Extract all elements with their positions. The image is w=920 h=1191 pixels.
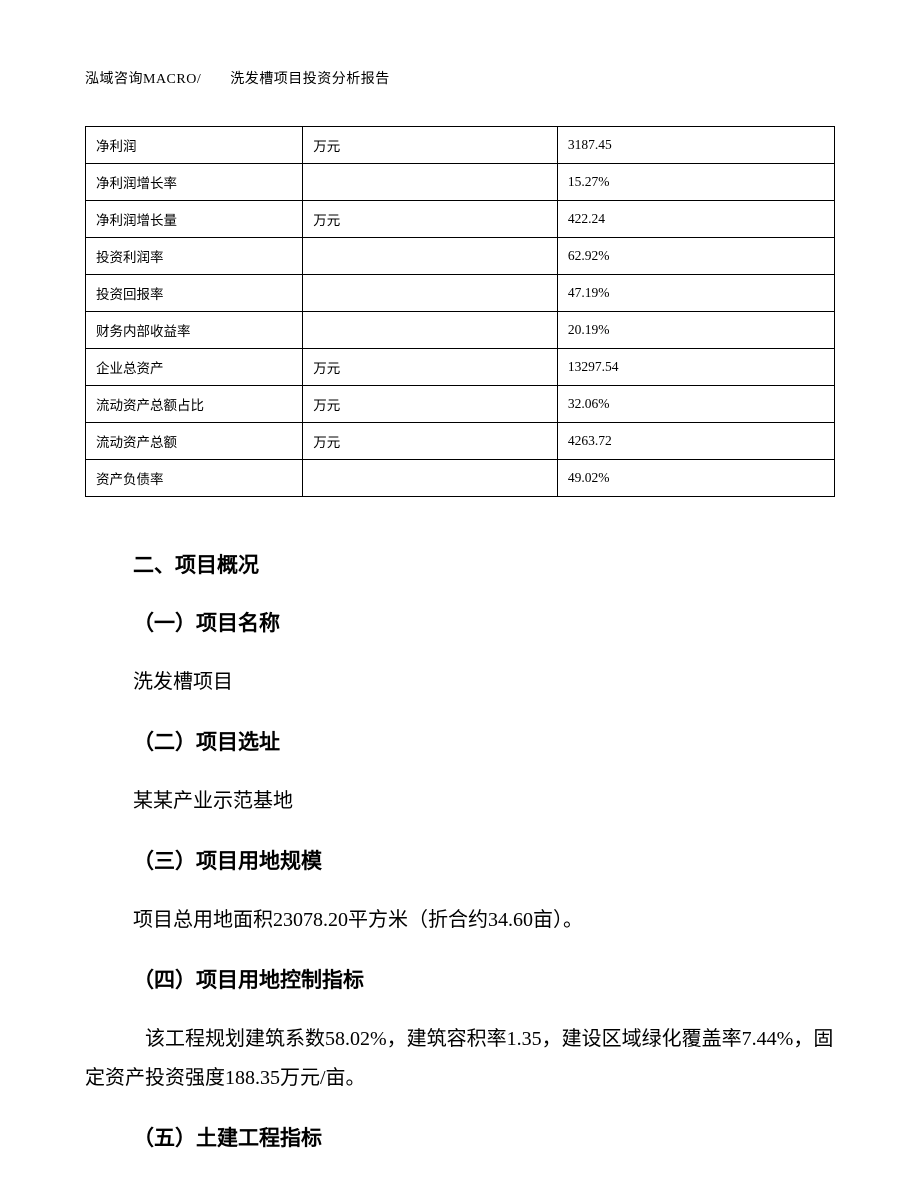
document-page: 泓域咨询MACRO/ 洗发槽项目投资分析报告 净利润 万元 3187.45 净利… [0,0,920,1152]
row-label: 流动资产总额 [86,423,303,460]
row-value: 20.19% [557,312,834,349]
row-label: 净利润增长率 [86,164,303,201]
row-unit [303,275,558,312]
row-label: 净利润增长量 [86,201,303,238]
header-text: 泓域咨询MACRO/ 洗发槽项目投资分析报告 [85,72,390,87]
row-label: 投资回报率 [86,275,303,312]
table-row: 财务内部收益率 20.19% [86,312,835,349]
row-value: 3187.45 [557,127,834,164]
table-row: 资产负债率 49.02% [86,460,835,497]
subsection-title: （四）项目用地控制指标 [133,964,835,994]
row-value: 15.27% [557,164,834,201]
row-unit: 万元 [303,349,558,386]
row-value: 47.19% [557,275,834,312]
row-unit [303,238,558,275]
subsection-title: （二）项目选址 [133,726,835,756]
row-unit [303,164,558,201]
row-label: 企业总资产 [86,349,303,386]
table-row: 净利润增长率 15.27% [86,164,835,201]
table-row: 流动资产总额 万元 4263.72 [86,423,835,460]
row-unit: 万元 [303,423,558,460]
body-paragraph: 该工程规划建筑系数58.02%，建筑容积率1.35，建设区域绿化覆盖率7.44%… [85,1020,835,1098]
row-unit: 万元 [303,201,558,238]
subsection-title: （一）项目名称 [133,607,835,637]
table-row: 投资回报率 47.19% [86,275,835,312]
row-value: 13297.54 [557,349,834,386]
row-unit [303,460,558,497]
document-content: 二、项目概况 （一）项目名称 洗发槽项目 （二）项目选址 某某产业示范基地 （三… [85,549,835,1152]
table-body: 净利润 万元 3187.45 净利润增长率 15.27% 净利润增长量 万元 4… [86,127,835,497]
row-label: 财务内部收益率 [86,312,303,349]
body-paragraph-text: 该工程规划建筑系数58.02%，建筑容积率1.35，建设区域绿化覆盖率7.44%… [85,1028,833,1089]
row-value: 4263.72 [557,423,834,460]
row-unit [303,312,558,349]
row-unit: 万元 [303,386,558,423]
row-value: 49.02% [557,460,834,497]
row-unit: 万元 [303,127,558,164]
section-main-title: 二、项目概况 [133,549,835,579]
financial-data-table: 净利润 万元 3187.45 净利润增长率 15.27% 净利润增长量 万元 4… [85,126,835,497]
body-paragraph: 项目总用地面积23078.20平方米（折合约34.60亩）。 [133,901,835,940]
table-row: 企业总资产 万元 13297.54 [86,349,835,386]
row-label: 净利润 [86,127,303,164]
table-row: 投资利润率 62.92% [86,238,835,275]
row-value: 62.92% [557,238,834,275]
row-label: 投资利润率 [86,238,303,275]
body-paragraph: 某某产业示范基地 [133,782,835,821]
table-row: 流动资产总额占比 万元 32.06% [86,386,835,423]
row-label: 资产负债率 [86,460,303,497]
row-value: 422.24 [557,201,834,238]
row-value: 32.06% [557,386,834,423]
subsection-title: （三）项目用地规模 [133,845,835,875]
body-paragraph: 洗发槽项目 [133,663,835,702]
table-row: 净利润增长量 万元 422.24 [86,201,835,238]
row-label: 流动资产总额占比 [86,386,303,423]
page-header: 泓域咨询MACRO/ 洗发槽项目投资分析报告 [85,68,835,88]
table-row: 净利润 万元 3187.45 [86,127,835,164]
subsection-title: （五）土建工程指标 [133,1122,835,1152]
